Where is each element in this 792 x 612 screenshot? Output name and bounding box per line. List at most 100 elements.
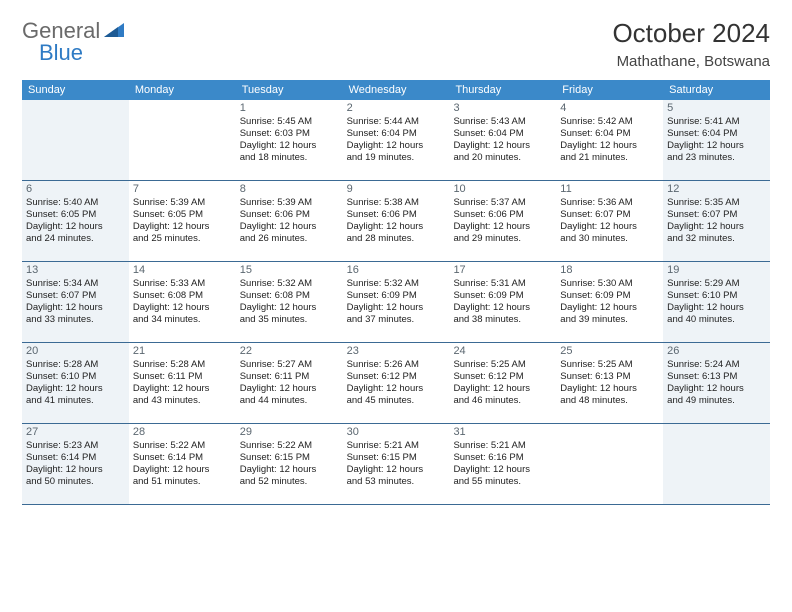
daylight-text-2: and 21 minutes. (560, 152, 659, 164)
sunset-text: Sunset: 6:06 PM (347, 209, 446, 221)
daylight-text-1: Daylight: 12 hours (347, 302, 446, 314)
daylight-text-1: Daylight: 12 hours (133, 383, 232, 395)
week-row: 13Sunrise: 5:34 AMSunset: 6:07 PMDayligh… (22, 262, 770, 343)
day-cell: 25 Sunrise: 5:25 AMSunset: 6:13 PMDayligh… (556, 343, 663, 423)
day-cell: 15Sunrise: 5:32 AMSunset: 6:08 PMDayligh… (236, 262, 343, 342)
daylight-text-2: and 38 minutes. (453, 314, 552, 326)
day-cell: 8 Sunrise: 5:39 AMSunset: 6:06 PMDaylight… (236, 181, 343, 261)
day-cell: 21Sunrise: 5:28 AMSunset: 6:11 PMDayligh… (129, 343, 236, 423)
sunset-text: Sunset: 6:14 PM (133, 452, 232, 464)
daylight-text-1: Daylight: 12 hours (26, 383, 125, 395)
day-number: 24 (453, 345, 552, 357)
day-cell: 3Sunrise: 5:43 AMSunset: 6:04 PMDaylight… (449, 100, 556, 180)
day-cell: 30Sunrise: 5:21 AMSunset: 6:15 PMDayligh… (343, 424, 450, 504)
daylight-text-2: and 29 minutes. (453, 233, 552, 245)
day-of-week-header: Sunday Monday Tuesday Wednesday Thursday… (22, 80, 770, 100)
sunset-text: Sunset: 6:07 PM (26, 290, 125, 302)
day-number: 13 (26, 264, 125, 276)
daylight-text-2: and 41 minutes. (26, 395, 125, 407)
daylight-text-1: Daylight: 12 hours (347, 464, 446, 476)
daylight-text-2: and 45 minutes. (347, 395, 446, 407)
daylight-text-2: and 55 minutes. (453, 476, 552, 488)
sunrise-text: Sunrise: 5:41 AM (667, 116, 766, 128)
daylight-text-1: Daylight: 12 hours (240, 464, 339, 476)
sunrise-text: Sunrise: 5:25 AM (560, 359, 659, 371)
day-number: 17 (453, 264, 552, 276)
day-details: Sunrise: 5:27 AMSunset: 6:11 PMDaylight:… (240, 359, 339, 407)
daylight-text-1: Daylight: 12 hours (560, 140, 659, 152)
sunset-text: Sunset: 6:05 PM (133, 209, 232, 221)
day-details: Sunrise: 5:29 AMSunset: 6:10 PMDaylight:… (667, 278, 766, 326)
sunrise-text: Sunrise: 5:26 AM (347, 359, 446, 371)
day-number: 1 (240, 102, 339, 114)
daylight-text-1: Daylight: 12 hours (240, 383, 339, 395)
day-number: 27 (26, 426, 125, 438)
sunrise-text: Sunrise: 5:24 AM (667, 359, 766, 371)
daylight-text-2: and 18 minutes. (240, 152, 339, 164)
day-details: Sunrise: 5:24 AMSunset: 6:13 PMDaylight:… (667, 359, 766, 407)
week-row: 1Sunrise: 5:45 AMSunset: 6:03 PMDaylight… (22, 100, 770, 181)
sunrise-text: Sunrise: 5:25 AM (453, 359, 552, 371)
day-cell: 4Sunrise: 5:42 AMSunset: 6:04 PMDaylight… (556, 100, 663, 180)
day-number: 16 (347, 264, 446, 276)
daylight-text-2: and 28 minutes. (347, 233, 446, 245)
sunrise-text: Sunrise: 5:37 AM (453, 197, 552, 209)
day-number: 22 (240, 345, 339, 357)
sunset-text: Sunset: 6:06 PM (240, 209, 339, 221)
sunset-text: Sunset: 6:07 PM (667, 209, 766, 221)
day-number: 25 (560, 345, 659, 357)
day-number: 15 (240, 264, 339, 276)
daylight-text-2: and 37 minutes. (347, 314, 446, 326)
sunrise-text: Sunrise: 5:33 AM (133, 278, 232, 290)
sunset-text: Sunset: 6:05 PM (26, 209, 125, 221)
day-cell: 19Sunrise: 5:29 AMSunset: 6:10 PMDayligh… (663, 262, 770, 342)
day-details: Sunrise: 5:28 AMSunset: 6:11 PMDaylight:… (133, 359, 232, 407)
day-number: 18 (560, 264, 659, 276)
day-cell: 13Sunrise: 5:34 AMSunset: 6:07 PMDayligh… (22, 262, 129, 342)
daylight-text-2: and 23 minutes. (667, 152, 766, 164)
dow-friday: Friday (556, 80, 663, 100)
dow-tuesday: Tuesday (236, 80, 343, 100)
daylight-text-2: and 30 minutes. (560, 233, 659, 245)
sunset-text: Sunset: 6:06 PM (453, 209, 552, 221)
day-cell: 31Sunrise: 5:21 AMSunset: 6:16 PMDayligh… (449, 424, 556, 504)
day-number: 23 (347, 345, 446, 357)
day-number: 3 (453, 102, 552, 114)
week-row: 20Sunrise: 5:28 AMSunset: 6:10 PMDayligh… (22, 343, 770, 424)
day-cell: 29Sunrise: 5:22 AMSunset: 6:15 PMDayligh… (236, 424, 343, 504)
day-cell: 16 Sunrise: 5:32 AMSunset: 6:09 PMDayligh… (343, 262, 450, 342)
day-number: 26 (667, 345, 766, 357)
dow-thursday: Thursday (449, 80, 556, 100)
day-cell: 22 Sunrise: 5:27 AMSunset: 6:11 PMDayligh… (236, 343, 343, 423)
day-details: Sunrise: 5:32 AMSunset: 6:09 PMDaylight:… (347, 278, 446, 326)
sunset-text: Sunset: 6:11 PM (240, 371, 339, 383)
daylight-text-2: and 46 minutes. (453, 395, 552, 407)
day-details: Sunrise: 5:25 AMSunset: 6:13 PMDaylight:… (560, 359, 659, 407)
daylight-text-1: Daylight: 12 hours (667, 140, 766, 152)
day-cell: 28Sunrise: 5:22 AMSunset: 6:14 PMDayligh… (129, 424, 236, 504)
sunrise-text: Sunrise: 5:21 AM (347, 440, 446, 452)
logo-triangle-icon (104, 21, 124, 42)
sunset-text: Sunset: 6:09 PM (347, 290, 446, 302)
daylight-text-2: and 24 minutes. (26, 233, 125, 245)
logo-blue-text: Blue (39, 40, 83, 66)
day-details: Sunrise: 5:21 AMSunset: 6:15 PMDaylight:… (347, 440, 446, 488)
day-cell: 10Sunrise: 5:37 AMSunset: 6:06 PMDayligh… (449, 181, 556, 261)
day-details: Sunrise: 5:39 AMSunset: 6:06 PMDaylight:… (240, 197, 339, 245)
day-cell: 26 Sunrise: 5:24 AMSunset: 6:13 PMDayligh… (663, 343, 770, 423)
day-details: Sunrise: 5:35 AMSunset: 6:07 PMDaylight:… (667, 197, 766, 245)
daylight-text-2: and 43 minutes. (133, 395, 232, 407)
sunset-text: Sunset: 6:04 PM (560, 128, 659, 140)
daylight-text-1: Daylight: 12 hours (667, 383, 766, 395)
day-cell (22, 100, 129, 180)
sunrise-text: Sunrise: 5:29 AM (667, 278, 766, 290)
day-cell: 24Sunrise: 5:25 AMSunset: 6:12 PMDayligh… (449, 343, 556, 423)
day-details: Sunrise: 5:44 AMSunset: 6:04 PMDaylight:… (347, 116, 446, 164)
week-row: 6Sunrise: 5:40 AMSunset: 6:05 PMDaylight… (22, 181, 770, 262)
day-number: 8 (240, 183, 339, 195)
day-number: 28 (133, 426, 232, 438)
day-number: 2 (347, 102, 446, 114)
daylight-text-1: Daylight: 12 hours (26, 464, 125, 476)
daylight-text-1: Daylight: 12 hours (560, 302, 659, 314)
dow-wednesday: Wednesday (343, 80, 450, 100)
